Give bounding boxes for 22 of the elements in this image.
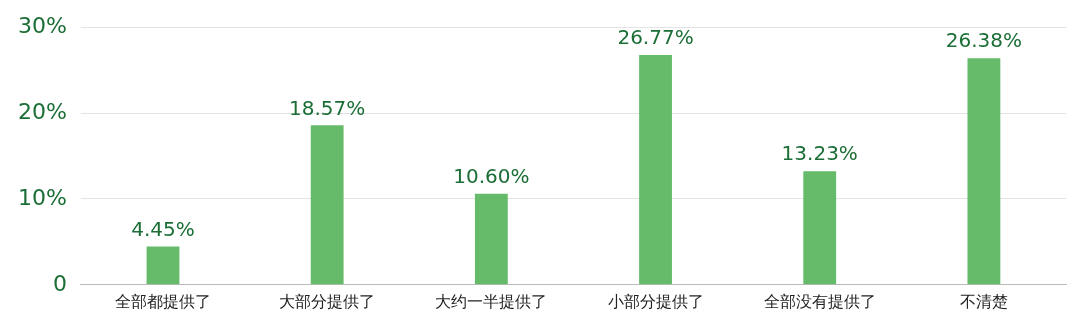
bar	[474, 193, 508, 285]
data-label: 18.57%	[289, 95, 366, 120]
data-label: 13.23%	[781, 141, 858, 166]
data-label: 10.60%	[453, 163, 530, 188]
bar	[310, 125, 344, 285]
x-tick-label: 小部分提供了	[607, 291, 704, 311]
x-tick-label: 全部没有提供了	[763, 291, 876, 311]
data-label: 26.77%	[617, 25, 694, 50]
x-tick-label: 不清楚	[959, 291, 1008, 311]
bar	[639, 54, 672, 285]
y-tick-label: 0	[52, 270, 67, 296]
x-tick-label: 全部都提供了	[114, 291, 211, 311]
bar	[803, 171, 837, 285]
data-label: 4.45%	[131, 216, 195, 241]
x-tick-label: 大约一半提供了	[435, 291, 548, 311]
bar	[146, 246, 180, 285]
x-tick-label: 大部分提供了	[279, 291, 376, 311]
y-tick-label: 10%	[17, 184, 67, 210]
data-label: 26.38%	[945, 28, 1023, 53]
y-tick-label: 30%	[17, 12, 67, 38]
y-tick-label: 20%	[17, 98, 67, 124]
bar	[967, 58, 1001, 285]
